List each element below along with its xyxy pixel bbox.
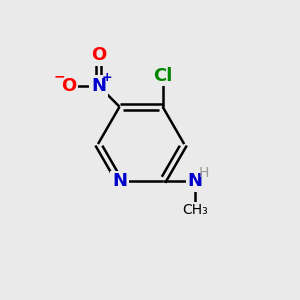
Text: +: + [101, 71, 112, 84]
Text: N: N [91, 77, 106, 95]
Text: Cl: Cl [153, 67, 172, 85]
Text: N: N [188, 172, 203, 190]
Text: CH₃: CH₃ [182, 202, 208, 217]
Text: N: N [112, 172, 127, 190]
Text: O: O [91, 46, 106, 64]
Text: −: − [53, 70, 65, 84]
Text: O: O [61, 77, 76, 95]
Text: H: H [199, 166, 209, 180]
